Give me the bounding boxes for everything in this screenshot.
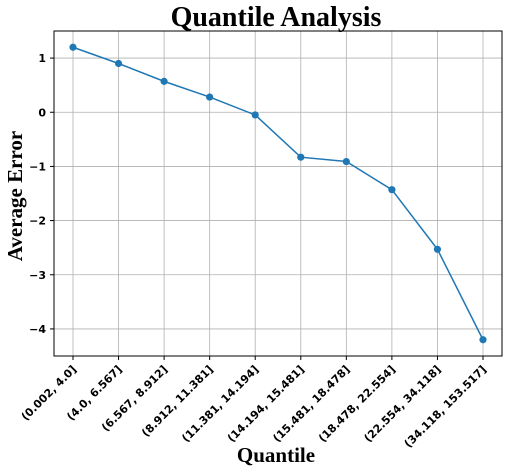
data-point [388,186,396,194]
axes-layer [50,30,503,360]
data-point [479,336,487,344]
data-point [342,157,350,166]
y-tick-label: −2 [29,215,46,228]
x-tick-label: (15.481, 18.478] [270,363,352,445]
data-point [114,59,123,68]
x-tick-label: (22.554, 34.118] [362,363,444,445]
data-point [297,153,305,161]
y-tick-label: −4 [29,323,46,336]
series-line [72,46,484,341]
grid-layer [54,31,502,356]
x-tick-label: (18.478, 22.554] [316,363,398,445]
chart-title: Quantile Analysis [171,2,382,33]
y-tick-label: −3 [29,269,46,282]
data-point [69,43,77,51]
data-point [206,93,214,101]
x-tick-label: (11.381, 14.194] [179,363,261,445]
y-tick-label: −1 [29,160,46,173]
x-tick-label: (34.118, 153.517] [402,363,489,450]
plot-frame [53,30,503,357]
data-point [160,77,168,85]
x-tick-label: (14.194, 15.481] [225,363,307,445]
y-tick-label: 0 [38,106,46,119]
y-axis-label: Average Error [3,131,27,261]
y-tick-label: 1 [38,52,46,65]
data-point [433,245,442,253]
x-axis-label: Quantile [237,443,315,467]
series-layer [69,43,487,344]
data-point [251,111,259,119]
